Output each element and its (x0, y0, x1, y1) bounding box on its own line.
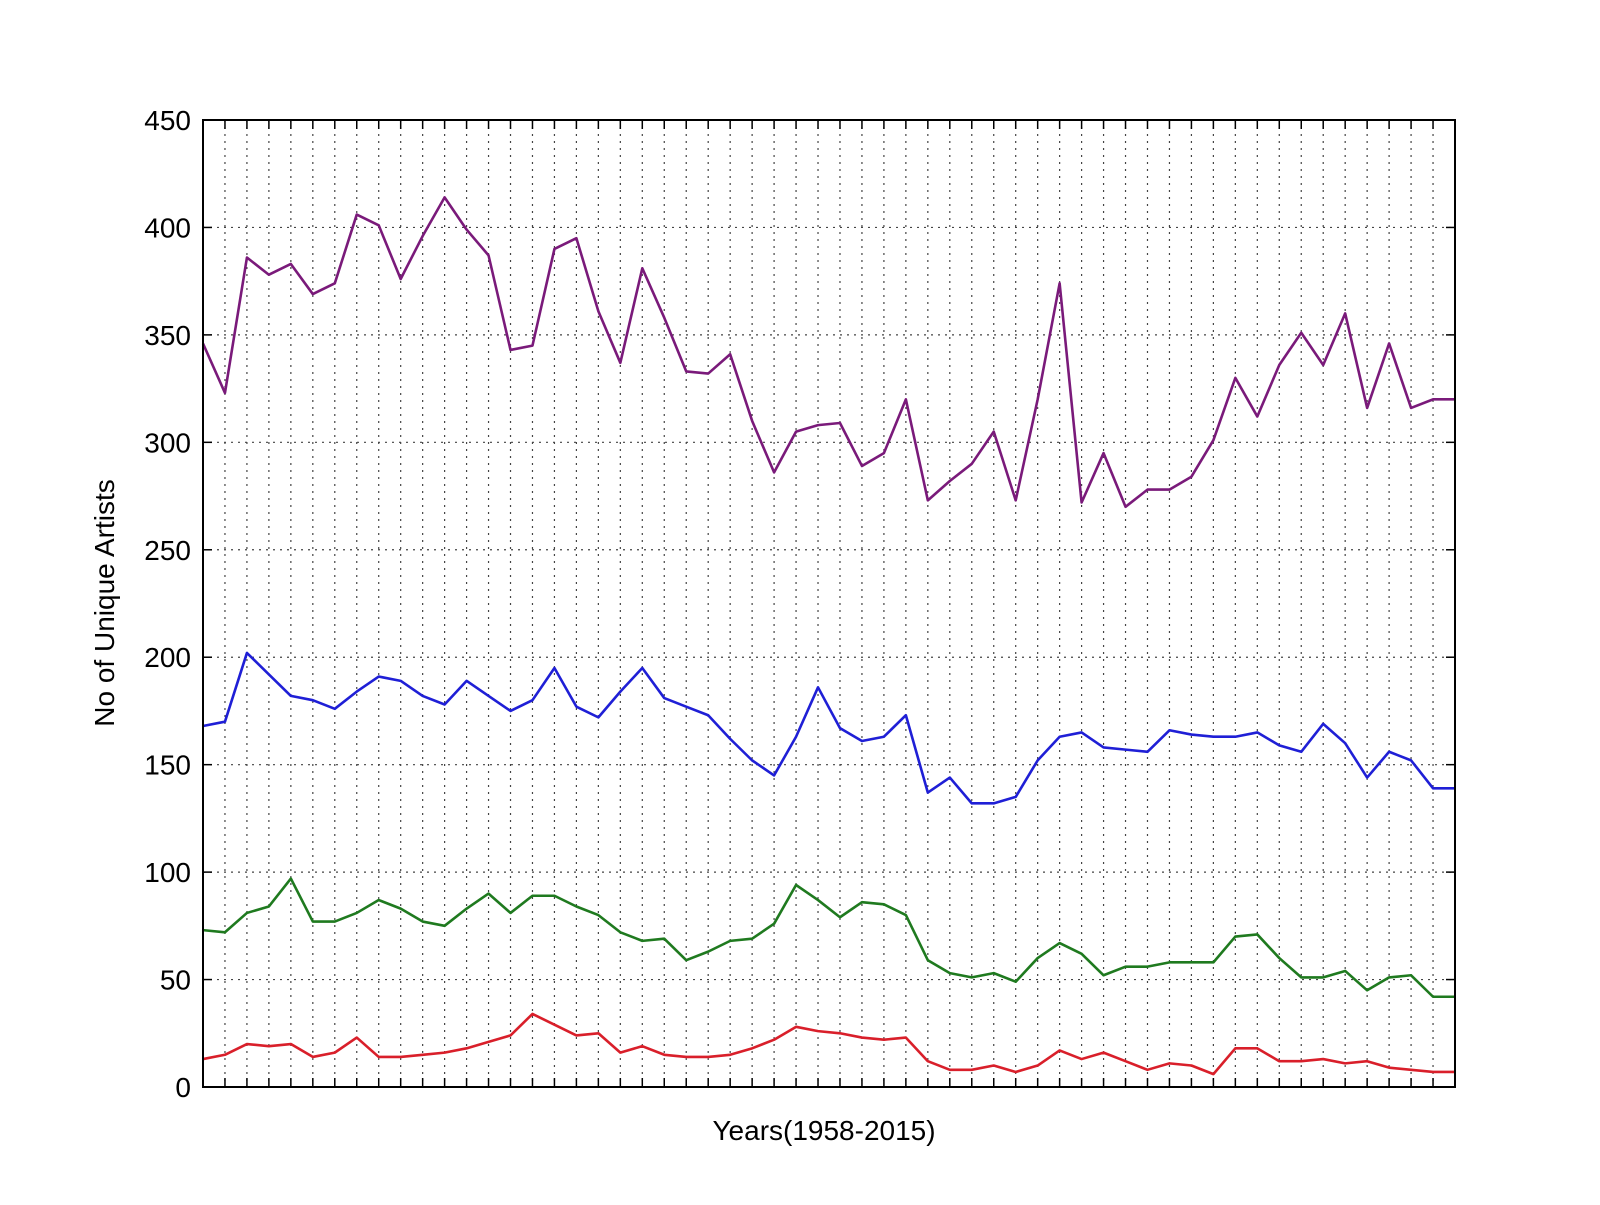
series-line-4 (202, 1012, 1455, 1076)
y-tick-label: 450 (144, 105, 191, 136)
y-tick-label: 250 (144, 535, 191, 566)
y-tick-label: 300 (144, 427, 191, 458)
series-lines (201, 196, 1455, 1076)
y-tick-label: 50 (160, 965, 191, 996)
x-axis-label: Years(1958-2015) (712, 1115, 935, 1146)
y-tick-label: 100 (144, 857, 191, 888)
y-tick-label: 150 (144, 750, 191, 781)
series-line-2 (202, 651, 1455, 805)
y-tick-label: 350 (144, 320, 191, 351)
tick-labels: 0 50 100 150 200 250 300 350 400 450 (144, 105, 191, 1103)
series-line-3 (202, 877, 1455, 999)
grid (203, 120, 1455, 1087)
y-axis-label: No of Unique Artists (89, 479, 120, 726)
y-tick-label: 200 (144, 642, 191, 673)
series-line-1 (201, 196, 1455, 509)
y-tick-label: 0 (175, 1072, 191, 1103)
plot-frame (202, 119, 1456, 1088)
y-tick-label: 400 (144, 212, 191, 243)
axes (202, 119, 1456, 1088)
